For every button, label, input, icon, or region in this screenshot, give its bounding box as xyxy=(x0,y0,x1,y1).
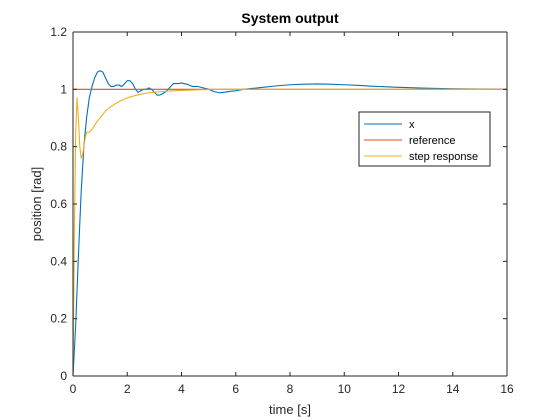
x-tick-label: 4 xyxy=(178,382,185,396)
x-tick-label: 16 xyxy=(500,382,514,396)
x-tick-label: 10 xyxy=(338,382,352,396)
y-tick-label: 1.2 xyxy=(50,25,67,39)
y-tick-label: 0 xyxy=(60,369,67,383)
legend-label-reference: reference xyxy=(409,135,455,147)
legend: x reference step response xyxy=(358,111,491,167)
series-line-x xyxy=(72,70,508,377)
y-tick-label: 0.2 xyxy=(50,312,67,326)
y-ticks: 0 0.2 0.4 0.6 0.8 1 1.2 xyxy=(50,25,507,383)
x-tick-label: 0 xyxy=(70,382,77,396)
legend-label-x: x xyxy=(409,119,415,131)
plot-area xyxy=(73,32,507,376)
y-tick-label: 0.6 xyxy=(50,197,67,211)
y-tick-label: 0.8 xyxy=(50,140,67,154)
x-tick-label: 8 xyxy=(287,382,294,396)
chart-title: System output xyxy=(241,10,339,26)
series-layer xyxy=(72,70,508,377)
x-axis-label: time [s] xyxy=(269,402,311,417)
y-axis-label: position [rad] xyxy=(29,167,44,241)
legend-box xyxy=(358,111,491,167)
x-tick-label: 6 xyxy=(232,382,239,396)
x-tick-label: 12 xyxy=(392,382,406,396)
y-tick-label: 0.4 xyxy=(50,254,67,268)
legend-label-step-response: step response xyxy=(409,151,478,163)
y-tick-label: 1 xyxy=(60,82,67,96)
x-ticks: 0 2 4 6 8 10 12 14 16 xyxy=(70,32,514,396)
x-tick-label: 2 xyxy=(124,382,131,396)
x-tick-label: 14 xyxy=(446,382,460,396)
series-line-step-response xyxy=(72,88,507,377)
